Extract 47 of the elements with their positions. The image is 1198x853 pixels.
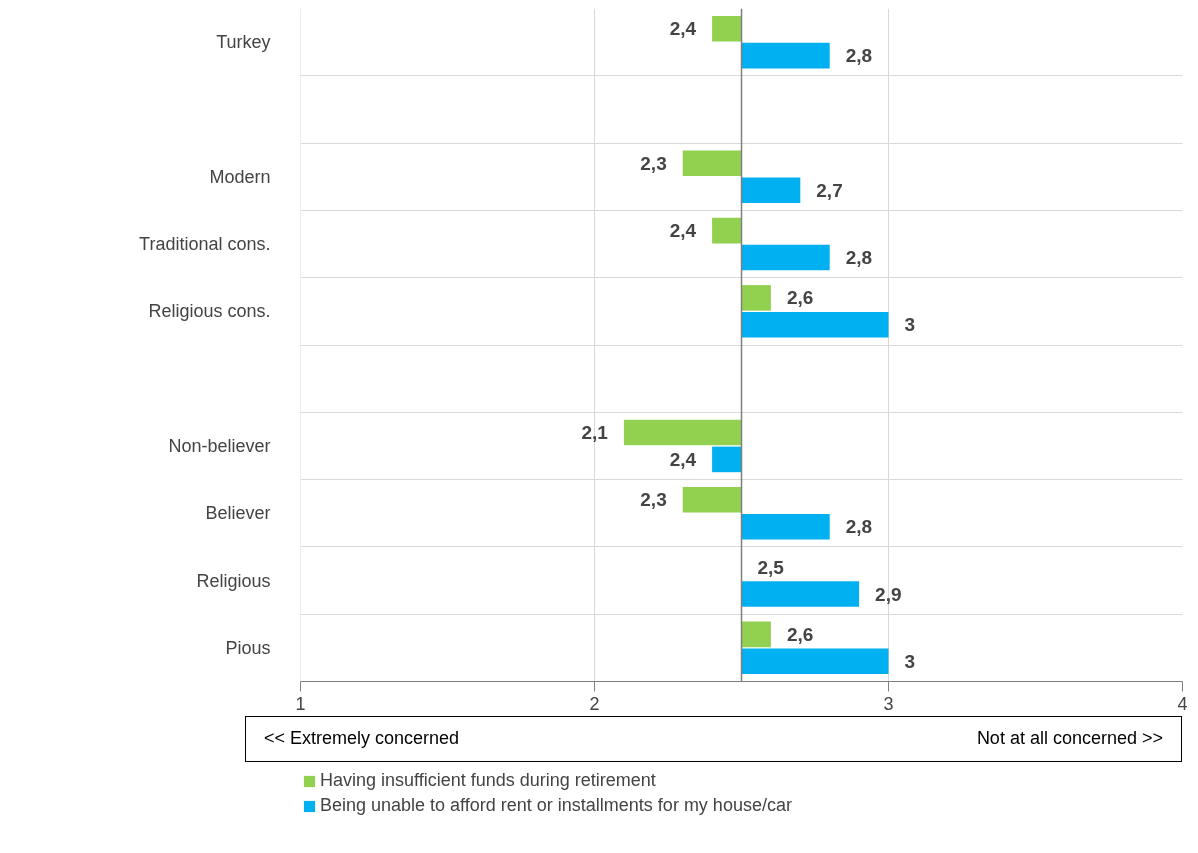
bar: [682, 487, 742, 513]
x-tick-label: 4: [1177, 693, 1188, 714]
x-tick-label: 3: [883, 693, 894, 714]
y-tick-label: Non-believer: [168, 435, 271, 456]
bar: [741, 177, 801, 203]
data-label: 2,4: [669, 18, 697, 40]
data-label: 2,6: [786, 287, 814, 309]
data-label: 2,6: [786, 623, 814, 645]
bar: [741, 621, 771, 648]
data-label: 2,9: [875, 583, 902, 605]
x-tick-label: 2: [589, 693, 600, 714]
data-label: 3: [904, 650, 916, 672]
legend-label: Being unable to afford rent or installments for my house/car: [320, 795, 792, 816]
bar: [741, 513, 830, 540]
bar: [741, 648, 889, 675]
y-tick-label: Believer: [205, 503, 271, 524]
x-tick-label: 1: [295, 693, 306, 714]
bar: [741, 285, 771, 311]
data-label: 2,8: [845, 45, 873, 67]
bar: [741, 42, 830, 69]
y-tick-label: Pious: [225, 637, 271, 658]
text: Not at all concerned >>: [976, 727, 1163, 751]
data-label: 2,3: [640, 489, 667, 511]
y-tick-label: Religious cons.: [148, 301, 271, 322]
data-label: 2,1: [581, 421, 609, 443]
bar: [623, 419, 742, 446]
y-tick-label: Modern: [209, 166, 271, 187]
data-label: 3: [904, 314, 916, 336]
bar: [741, 312, 889, 338]
y-tick-label: Religious: [196, 570, 271, 591]
bar: [712, 446, 742, 473]
data-label: 2,8: [845, 516, 873, 538]
bar: [712, 15, 742, 42]
annotation: 2,5: [757, 556, 785, 578]
bar: [741, 244, 830, 271]
legend-label: Having insufficient funds during retirement: [320, 770, 656, 791]
data-label: 2,8: [845, 247, 873, 269]
data-label: 2,4: [669, 448, 697, 470]
bar: [712, 217, 742, 244]
y-tick-label: Traditional cons.: [139, 234, 271, 255]
data-label: 2,7: [816, 179, 843, 201]
data-label: 2,3: [640, 152, 667, 174]
text: << Extremely concerned: [264, 727, 460, 751]
data-label: 2,4: [669, 220, 697, 242]
bar: [741, 581, 860, 607]
y-tick-label: Turkey: [216, 32, 271, 53]
bar: [682, 150, 742, 177]
